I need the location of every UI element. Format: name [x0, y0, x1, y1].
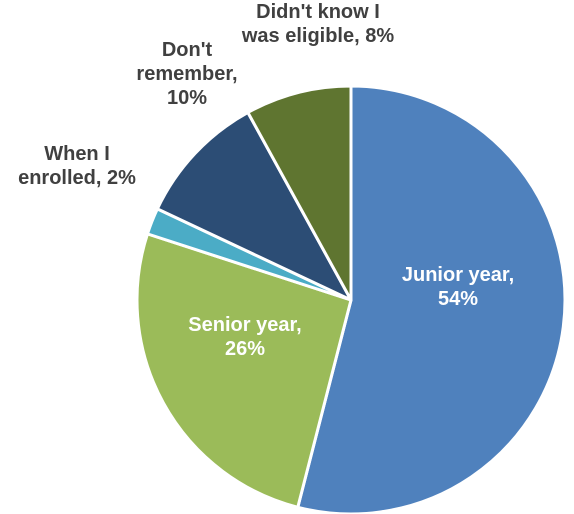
pie-slice-4 [246, 84, 353, 302]
slice-label-line: 26% [225, 338, 265, 360]
slice-label-line: Don't [162, 39, 213, 61]
slice-label-line: Junior year, [402, 264, 514, 286]
slice-label-1: Senior year, 26% [188, 314, 301, 360]
pie-slices [135, 84, 567, 514]
slice-label-line: enrolled, 2% [18, 167, 136, 189]
pie-slice-3 [155, 110, 353, 302]
slice-label-line: was eligible, 8% [241, 25, 395, 47]
pie-slice-0 [296, 84, 567, 514]
slice-label-3: Don't remember, 10% [136, 39, 237, 109]
slice-label-line: remember, [136, 63, 237, 85]
slice-label-line: Didn't know I [256, 1, 380, 23]
slice-label-0: Junior year, 54% [402, 264, 514, 310]
slice-label-line: When I [44, 143, 110, 165]
slice-label-line: 10% [167, 87, 207, 109]
slice-label-line: 54% [438, 288, 478, 310]
slice-label-line: Senior year, [188, 314, 301, 336]
pie-slice-1 [135, 232, 353, 509]
